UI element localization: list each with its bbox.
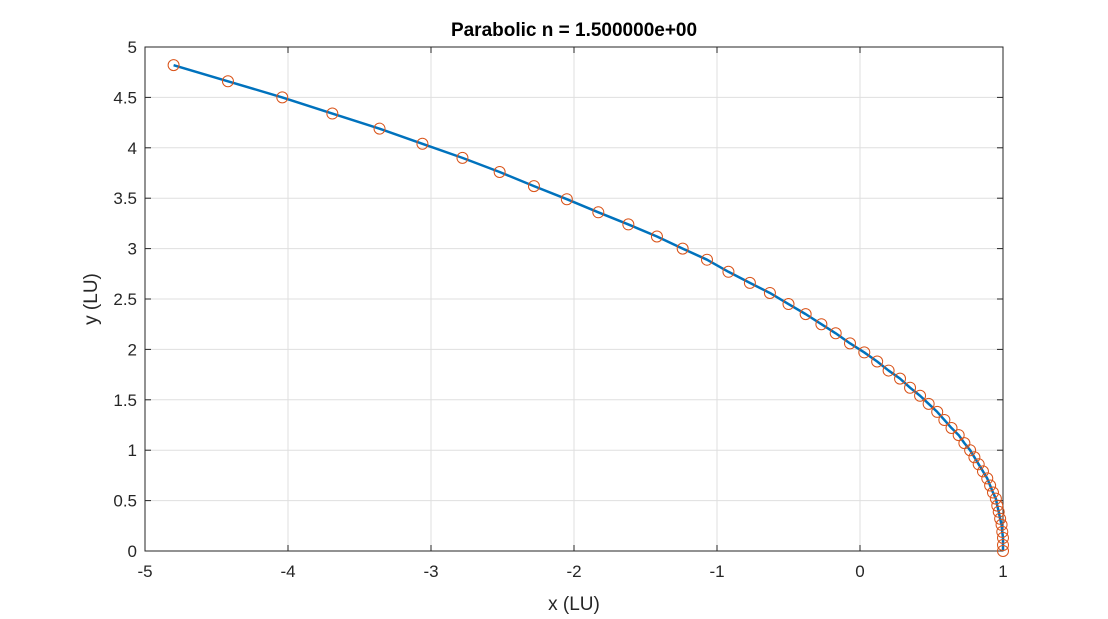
data-point-marker [931,405,944,418]
y-tick-label: 1.5 [113,391,137,410]
data-point-marker [676,242,689,255]
y-tick-label: 2.5 [113,290,137,309]
data-point-marker [843,337,856,350]
data-point-marker [743,276,756,289]
data-point-marker [416,137,429,150]
data-point-marker [997,538,1009,551]
data-point-marker [650,230,663,243]
data-point-marker [996,525,1009,538]
data-point-marker [560,193,573,206]
y-tick-label: 2 [128,340,137,359]
x-tick-labels: -5 -4 -3 -2 -1 0 1 [137,562,1007,581]
y-tick-label: 3.5 [113,189,137,208]
data-point-marker [799,308,812,321]
data-point-marker [922,397,935,410]
data-point-marker [968,451,981,464]
x-tick-label: -1 [709,562,724,581]
data-point-marker [493,165,506,178]
data-point-marker [914,389,927,402]
data-point-marker [952,429,965,442]
data-point-marker [782,298,795,311]
series-line [173,63,1005,551]
data-point-marker [976,465,989,478]
data-point-marker [894,372,907,385]
data-point-marker [904,381,917,394]
data-point-marker [622,218,635,231]
data-point-marker [991,499,1004,512]
x-tick-label: -4 [280,562,295,581]
data-point-marker [972,458,985,471]
data-point-marker [882,364,895,377]
y-tick-label: 0.5 [113,492,137,511]
data-point-marker [326,107,339,120]
data-point-marker [722,265,735,278]
data-point-marker [981,472,994,485]
y-tick-labels: 0 0.5 1 1.5 2 2.5 3 3.5 4 4.5 5 [113,38,137,561]
data-point-marker [829,327,842,340]
data-point-marker [592,206,605,219]
data-point-marker [964,444,977,457]
data-point-marker [989,492,1002,505]
data-point-marker [984,479,997,492]
y-tick-label: 4 [128,139,137,158]
x-tick-label: -2 [566,562,581,581]
axes [144,46,1004,552]
data-point-marker [763,286,776,299]
y-tick-label: 3 [128,240,137,259]
x-tick-label: 0 [855,562,864,581]
data-point-marker [456,151,469,164]
data-point-marker [167,59,180,72]
data-point-marker [992,505,1005,518]
y-tick-label: 1 [128,441,137,460]
data-point-marker [938,413,951,426]
data-point-marker [858,346,871,359]
x-tick-label: 1 [998,562,1007,581]
data-point-marker [997,545,1009,557]
data-point-marker [986,486,999,499]
chart-title: Parabolic n = 1.500000e+00 [451,20,697,41]
data-point-marker [221,75,234,88]
y-tick-label: 0 [128,542,137,561]
y-axis-label: y (LU) [81,273,102,325]
data-point-marker [700,253,713,266]
x-tick-label: -5 [137,562,152,581]
series-layer [167,59,1009,557]
data-point-marker [276,91,289,104]
data-point-marker [871,355,884,368]
data-point-marker [995,518,1008,531]
y-tick-label: 4.5 [113,88,137,107]
x-axis-label: x (LU) [548,594,600,615]
data-point-marker [997,531,1009,544]
y-tick-label: 5 [128,38,137,57]
data-point-marker [945,422,958,435]
axes-box [144,46,1004,552]
data-point-marker [373,122,386,135]
x-tick-label: -3 [423,562,438,581]
data-point-marker [815,318,828,331]
data-point-marker [527,180,540,193]
data-point-marker [994,512,1007,525]
